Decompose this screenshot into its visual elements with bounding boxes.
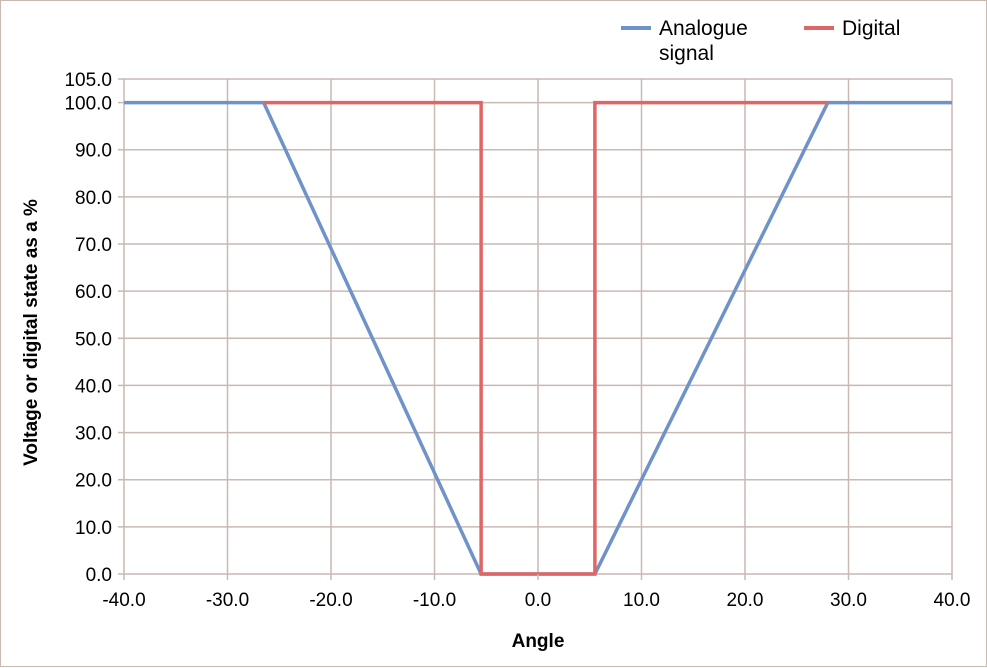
x-tick-label: 10.0 xyxy=(623,590,660,611)
x-tick-label: 40.0 xyxy=(934,590,971,611)
y-tick-label: 70.0 xyxy=(75,235,112,256)
x-tick-label: 30.0 xyxy=(830,590,867,611)
y-tick-label: 40.0 xyxy=(75,376,112,397)
legend-item-analogue: Analogue signal xyxy=(621,17,748,65)
y-tick-label: 0.0 xyxy=(86,565,112,586)
axes: -40.0 -30.0 -20.0 -10.0 0.0 10.0 20.0 30.0 40.0 0… xyxy=(64,70,970,611)
x-tick-label: -40.0 xyxy=(102,590,145,611)
legend-item-digital: Digital xyxy=(804,17,900,40)
x-axis-title: Angle xyxy=(512,631,565,652)
y-tick-label: 80.0 xyxy=(75,188,112,209)
x-tick-label: -20.0 xyxy=(309,590,352,611)
y-tick-label: 10.0 xyxy=(75,518,112,539)
legend-label: Digital xyxy=(842,17,900,40)
x-tick-label: 20.0 xyxy=(727,590,764,611)
y-tick-label: 50.0 xyxy=(75,329,112,350)
y-tick-label: 30.0 xyxy=(75,424,112,445)
y-axis-title: Voltage or digital state as a % xyxy=(21,199,42,466)
x-tick-label: -10.0 xyxy=(413,590,456,611)
grid xyxy=(123,78,953,575)
y-tick-label: 90.0 xyxy=(75,141,112,162)
y-tick-label: 20.0 xyxy=(75,471,112,492)
legend: Analogue signal Digital xyxy=(621,17,900,65)
y-tick-label: 100.0 xyxy=(64,94,112,115)
x-tick-label: -30.0 xyxy=(206,590,249,611)
x-tick-label: 0.0 xyxy=(525,590,551,611)
y-tick-label: 60.0 xyxy=(75,282,112,303)
y-tick-label: 105.0 xyxy=(64,70,112,91)
legend-label: Analogue signal xyxy=(659,17,748,65)
